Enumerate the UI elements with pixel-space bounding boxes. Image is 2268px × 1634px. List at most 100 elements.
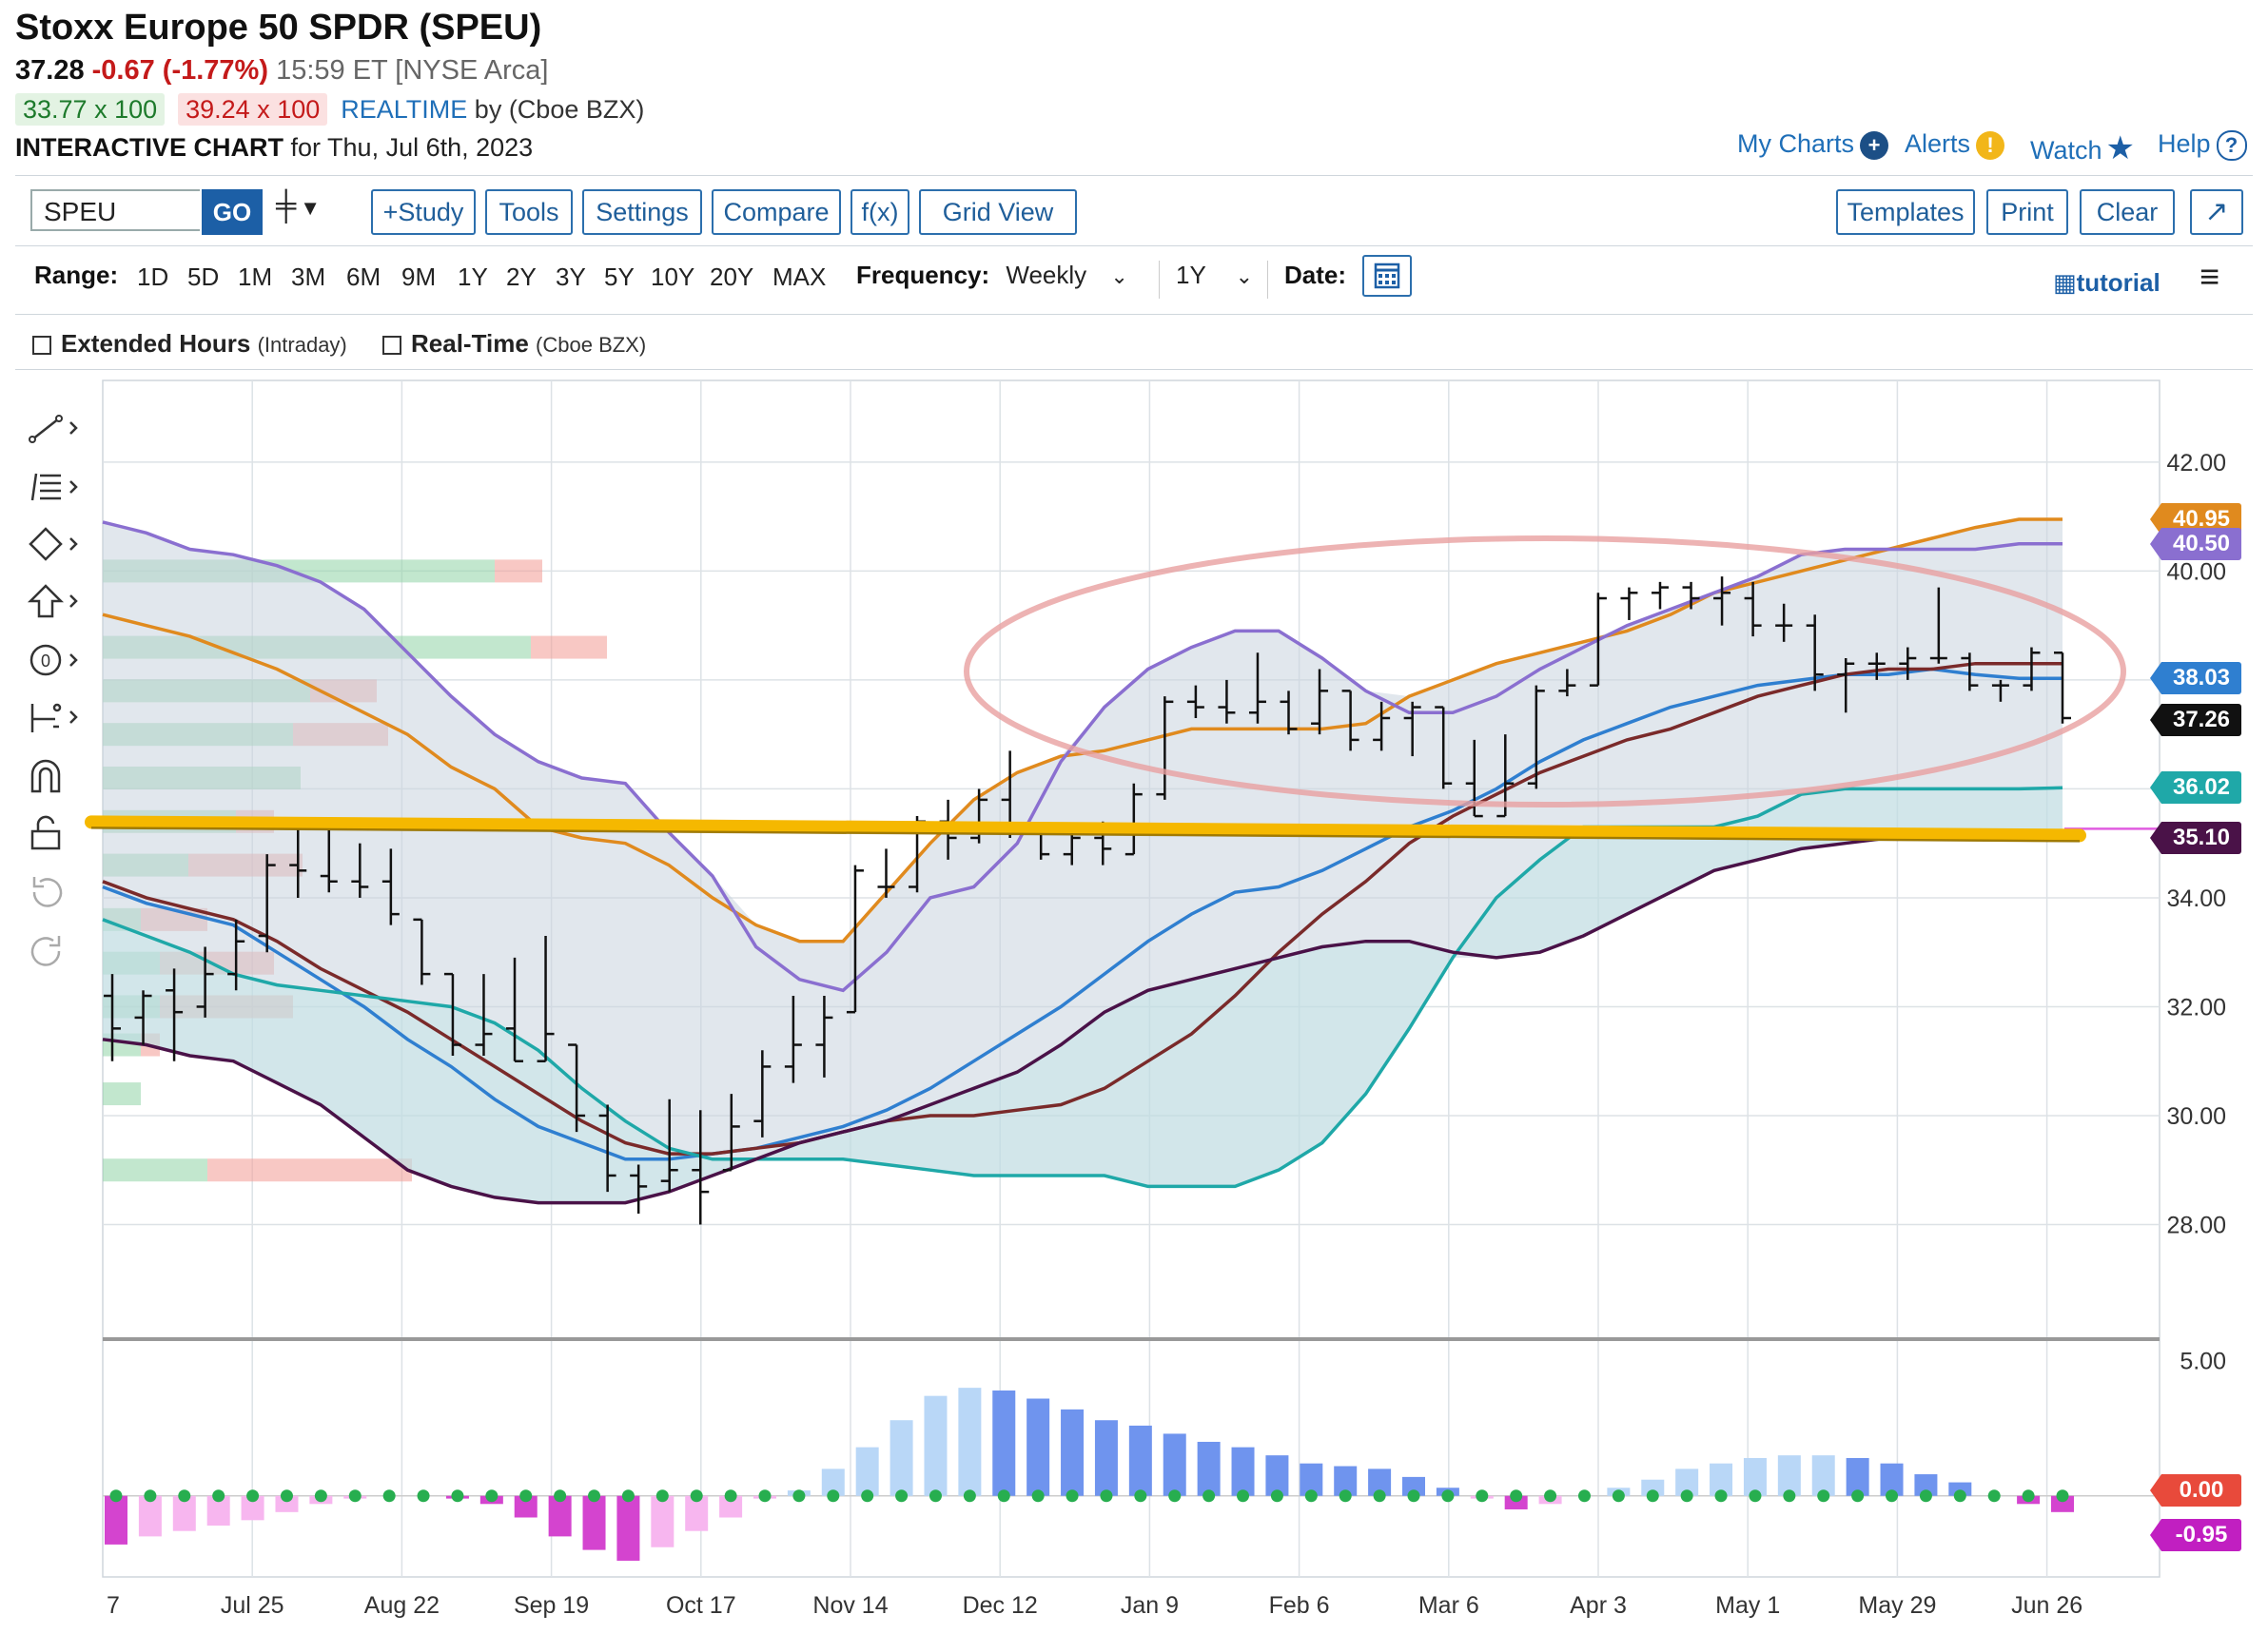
symbol-input[interactable]: SPEU	[30, 189, 200, 231]
cloud-area	[103, 519, 2063, 1203]
templates-button[interactable]: Templates	[1836, 189, 1975, 235]
shape-tool-icon[interactable]	[25, 525, 82, 563]
bid-badge: 33.77 x 100	[15, 93, 166, 126]
function-button[interactable]: f(x)	[850, 189, 909, 235]
ohlc-bar	[1991, 679, 2009, 702]
ohlc-bar	[1435, 706, 1453, 789]
realtime-link[interactable]: REALTIME	[341, 95, 468, 124]
expand-icon[interactable]: ↗	[2190, 189, 2243, 235]
range-10y[interactable]: 10Y	[651, 263, 695, 291]
divider	[1159, 261, 1160, 299]
ohlc-bar-icon: ╪	[276, 190, 297, 222]
range-1y[interactable]: 1Y	[458, 263, 488, 291]
lock-icon[interactable]	[25, 814, 82, 852]
ohlc-bar	[381, 848, 400, 925]
real-time-checkbox[interactable]	[382, 336, 401, 356]
macd-signal-dot	[1749, 1489, 1762, 1503]
arrow-up-tool-icon[interactable]	[25, 582, 82, 620]
series-line-purple	[102, 520, 2063, 993]
ohlc-bar	[351, 843, 369, 898]
grid-view-button[interactable]: Grid View	[919, 189, 1077, 235]
divider	[15, 245, 2253, 246]
tools-button[interactable]: Tools	[485, 189, 573, 235]
range-1m[interactable]: 1M	[238, 263, 273, 291]
ohlc-bar	[1373, 701, 1391, 751]
bar-type-selector[interactable]: ╪ ▼	[276, 190, 321, 223]
ohlc-bar	[1527, 685, 1545, 789]
ohlc-bar	[1744, 581, 1762, 637]
alerts-link[interactable]: Alerts!	[1905, 129, 2005, 160]
range-5y[interactable]: 5Y	[604, 263, 635, 291]
y-tick-label: 34.00	[2166, 885, 2226, 912]
period-selector[interactable]: 1Y ⌄	[1176, 261, 1253, 290]
calendar-button[interactable]	[1362, 255, 1412, 297]
macd-signal-dot	[212, 1489, 225, 1503]
ohlc-bar	[413, 918, 431, 985]
clear-button[interactable]: Clear	[2080, 189, 2175, 235]
range-6m[interactable]: 6M	[346, 263, 381, 291]
macd-signal-dot	[1304, 1489, 1318, 1503]
range-20y[interactable]: 20Y	[710, 263, 754, 291]
tutorial-link[interactable]: ▦tutorial	[2053, 268, 2160, 297]
indicator-lines	[102, 517, 2063, 1205]
macd-signal-dot	[929, 1489, 942, 1503]
hamburger-menu-icon[interactable]: ≡	[2200, 257, 2220, 296]
macd-signal-dot	[1441, 1489, 1455, 1503]
line-tool-icon[interactable]	[25, 409, 82, 447]
watch-link[interactable]: Watch ★	[2030, 129, 2135, 167]
macd-signal-dot	[1373, 1489, 1386, 1503]
macd-signal-dot	[792, 1489, 806, 1503]
x-tick-label: Sep 19	[514, 1592, 589, 1619]
help-link[interactable]: Help?	[2158, 129, 2247, 161]
x-tick-label: May 1	[1715, 1592, 1780, 1619]
settings-button[interactable]: Settings	[582, 189, 702, 235]
macd-hist-bar	[1914, 1474, 1938, 1496]
ohlc-bar	[1124, 783, 1143, 856]
range-3y[interactable]: 3Y	[556, 263, 586, 291]
print-button[interactable]: Print	[1986, 189, 2068, 235]
macd-hist-bar	[1061, 1409, 1085, 1496]
study-button[interactable]: +Study	[371, 189, 476, 235]
go-button[interactable]: GO	[202, 189, 263, 235]
period-value: 1Y	[1176, 261, 1206, 289]
ohlc-bar	[104, 974, 121, 1061]
x-tick-label: Jun 26	[2011, 1592, 2082, 1619]
frequency-selector[interactable]: Frequency: Weekly ⌄	[856, 261, 1128, 290]
ohlc-bar	[443, 972, 461, 1056]
macd-hist-bar	[548, 1495, 572, 1537]
ohlc-bar	[1682, 581, 1700, 610]
ohlc-bar	[753, 1050, 772, 1138]
macd-signal-dot	[280, 1489, 293, 1503]
macd-signal-dot	[1168, 1489, 1182, 1503]
undo-icon[interactable]	[25, 873, 82, 911]
star-icon: ★	[2105, 130, 2135, 166]
range-1d[interactable]: 1D	[137, 263, 169, 291]
magnet-icon[interactable]	[25, 757, 82, 795]
chevron-down-icon: ⌄	[1235, 264, 1254, 288]
measure-tool-icon[interactable]	[25, 698, 82, 736]
redo-icon[interactable]	[25, 932, 82, 970]
range-3m[interactable]: 3M	[291, 263, 326, 291]
macd-hist-bar	[1743, 1458, 1767, 1496]
fibonacci-tool-icon[interactable]	[25, 468, 82, 506]
range-2y[interactable]: 2Y	[506, 263, 537, 291]
ohlc-bar	[166, 968, 184, 1061]
range-max[interactable]: MAX	[772, 263, 827, 291]
ohlc-bar	[258, 854, 276, 953]
range-5d[interactable]: 5D	[187, 263, 220, 291]
ohlc-bar	[630, 1164, 648, 1215]
compare-button[interactable]: Compare	[712, 189, 841, 235]
macd-signal-dot	[451, 1489, 464, 1503]
bid-ask-line: 33.77 x 100 39.24 x 100 REALTIME by (Cboe …	[15, 93, 644, 126]
my-charts-link[interactable]: My Charts +	[1737, 129, 1889, 160]
range-9m[interactable]: 9M	[401, 263, 437, 291]
macd-y-tick-label: 5.00	[2180, 1349, 2226, 1375]
price-tag: 37.26	[2150, 704, 2241, 737]
help-icon: ?	[2216, 129, 2247, 161]
real-time-option[interactable]: Real-Time (Cboe BZX)	[382, 329, 646, 359]
extended-hours-checkbox[interactable]	[32, 336, 51, 356]
text-tool-icon[interactable]: 0	[25, 641, 82, 679]
extended-hours-option[interactable]: Extended Hours (Intraday)	[32, 329, 347, 359]
frequency-value: Weekly	[1006, 261, 1087, 289]
